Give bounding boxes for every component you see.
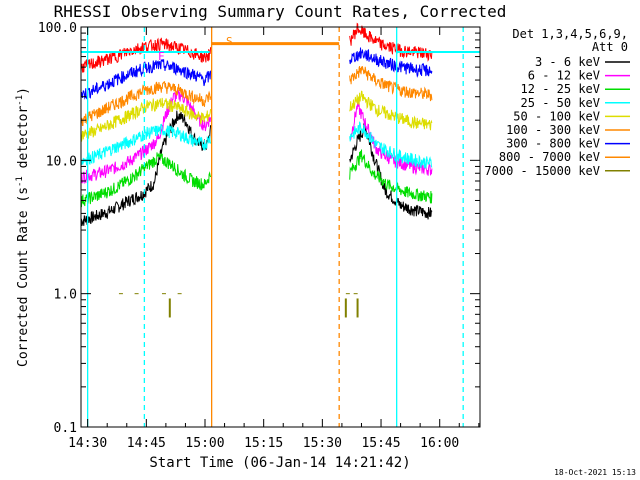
- x-tick-label-0: 14:30: [68, 436, 107, 451]
- flare-marker-f: F: [158, 50, 165, 63]
- series-4-after: [349, 90, 433, 131]
- x-tick-label-2: 15:00: [185, 436, 224, 451]
- series-7-before: [80, 37, 212, 73]
- series-layer: [80, 22, 480, 318]
- y-tick-label-2: 10.0: [46, 154, 77, 169]
- legend-label-3: 25 - 50 keV: [521, 96, 600, 110]
- series-1-before: [80, 90, 212, 184]
- x-axis-label: Start Time (06-Jan-14 14:21:42): [149, 455, 410, 471]
- legend-label-5: 100 - 300 keV: [506, 123, 600, 137]
- series-5: [80, 66, 433, 126]
- series-0-before: [80, 110, 212, 227]
- y-tick-label-3: 100.0: [38, 21, 77, 36]
- legend-label-1: 6 - 12 keV: [528, 69, 600, 83]
- x-tick-label-4: 15:30: [303, 436, 342, 451]
- series-1-after: [349, 99, 433, 176]
- legend-label-8: 7000 - 15000 keV: [484, 164, 600, 178]
- legend-label-2: 12 - 25 keV: [521, 82, 600, 96]
- series-2-after: [349, 149, 433, 204]
- series-1: [80, 90, 433, 184]
- series-3-before: [80, 123, 212, 166]
- series-0-after: [349, 123, 433, 220]
- series-6-before: [80, 59, 212, 100]
- y-axis-label-sup: -1: [15, 176, 25, 187]
- series-5-before: [80, 80, 212, 126]
- series-4: [80, 90, 433, 142]
- series-5-after: [349, 66, 433, 102]
- y-axis-label-sup2: -1: [15, 95, 25, 106]
- series-6: [80, 47, 433, 100]
- boundary-lines: [87, 27, 464, 427]
- plot-frame: [80, 26, 481, 428]
- y-tick-label-0: 0.1: [54, 421, 77, 436]
- series-3: [80, 121, 433, 169]
- y-axis-label-end: ): [16, 87, 31, 95]
- y-axis-label-mid: detector: [16, 106, 31, 177]
- saa-marker-s: S: [226, 35, 233, 48]
- legend-label-6: 300 - 800 keV: [506, 137, 600, 151]
- series-3-after: [349, 121, 433, 169]
- generation-timestamp: 18-Oct-2021 15:13: [554, 468, 636, 477]
- chart-title: RHESSI Observing Summary Count Rates, Co…: [54, 2, 507, 21]
- x-axis: 14:30 14:45 15:00 15:15 15:30 15:45 16:00: [68, 27, 480, 451]
- x-tick-label-1: 14:45: [127, 436, 166, 451]
- series-4-before: [80, 97, 212, 142]
- y-axis-label-main: Corrected Count Rate (s: [16, 187, 31, 367]
- legend-label-4: 50 - 100 keV: [513, 109, 600, 123]
- series-7-after: [349, 22, 433, 62]
- series-2-before: [80, 152, 212, 208]
- series-6-after: [349, 47, 433, 78]
- y-tick-label-1: 1.0: [54, 288, 77, 303]
- legend-header-detectors: Det 1,3,4,5,6,9,: [512, 27, 628, 41]
- series-0: [80, 110, 433, 227]
- series-7: [80, 22, 433, 73]
- x-tick-label-3: 15:15: [244, 436, 283, 451]
- y-axis-label: Corrected Count Rate (s-1 detector-1): [15, 87, 31, 367]
- y-axis: 0.1 1.0 10.0 100.0: [38, 21, 480, 436]
- series-2: [80, 149, 433, 208]
- legend-header-attenuator: Att 0: [592, 40, 628, 54]
- legend-label-7: 800 - 7000 keV: [499, 150, 600, 164]
- legend-label-0: 3 - 6 keV: [535, 55, 600, 69]
- x-tick-label-6: 16:00: [420, 436, 459, 451]
- x-tick-label-5: 15:45: [361, 436, 400, 451]
